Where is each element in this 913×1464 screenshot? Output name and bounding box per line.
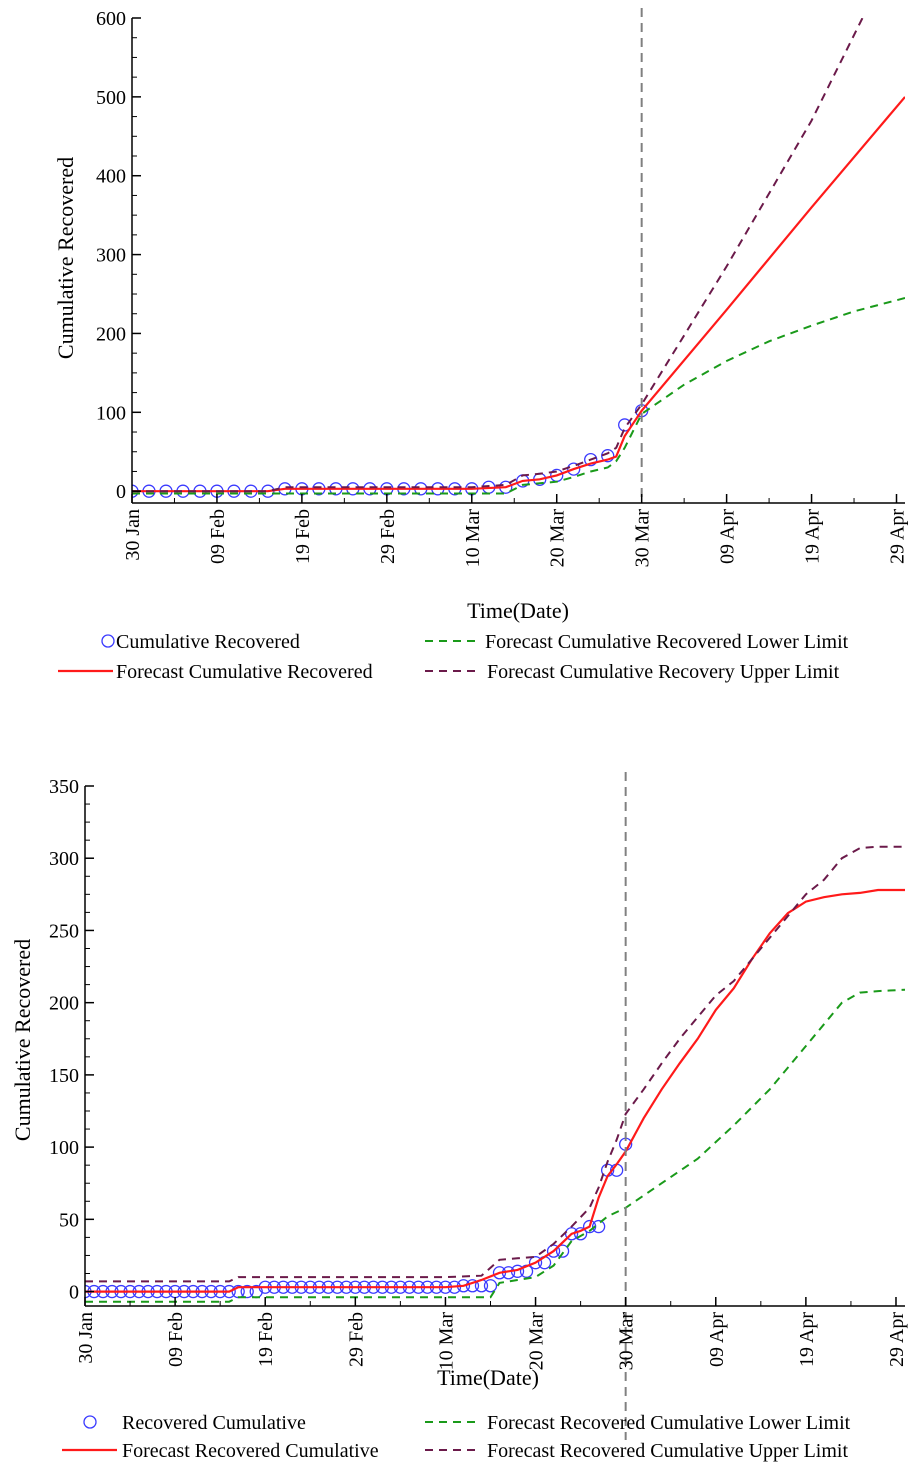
chart-2-y-tick-label: 200 bbox=[49, 993, 79, 1015]
chart-2-y-tick-label: 350 bbox=[49, 776, 79, 798]
chart-1-y-tick-label: 600 bbox=[96, 8, 126, 30]
chart-2-y-tick-label: 250 bbox=[49, 920, 79, 942]
chart-1-y-tick-label: 100 bbox=[96, 402, 126, 424]
chart-2-data-point bbox=[484, 1280, 496, 1292]
chart-1-x-tick-label: 29 Apr bbox=[887, 509, 909, 564]
chart-1: 0 100 200 300 400 500 600 30 Jan 09 Feb 19 Feb 29 … bbox=[53, 8, 909, 683]
chart-2-y-tick-label: 300 bbox=[49, 848, 79, 870]
chart-1-y-tick-label: 0 bbox=[116, 481, 126, 503]
chart-2-x-tick-label: 30 Jan bbox=[75, 1312, 97, 1364]
chart-1-x-tick-label: 09 Apr bbox=[717, 509, 739, 564]
chart-2-x-tick-label: 29 Apr bbox=[886, 1312, 908, 1367]
chart-2-x-tick-label: 30 Mar bbox=[616, 1312, 638, 1371]
chart-1-x-tick-label: 19 Apr bbox=[802, 509, 824, 564]
chart-1-red-solid-line bbox=[132, 97, 905, 491]
chart-1-legend-item: Cumulative Recovered bbox=[102, 631, 300, 653]
chart-2-green-dash-line bbox=[85, 990, 905, 1302]
chart-2-legend-label: Forecast Recovered Cumulative Lower Limi… bbox=[487, 1412, 851, 1434]
chart-2-legend-marker bbox=[84, 1416, 96, 1428]
chart-1-purple-dash-line bbox=[132, 18, 863, 491]
chart-2-legend-item: Recovered Cumulative bbox=[84, 1412, 306, 1434]
chart-1-legend-item: Forecast Cumulative Recovery Upper Limit bbox=[425, 661, 840, 683]
chart-2-x-tick-label: 29 Feb bbox=[345, 1312, 367, 1367]
chart-1-y-tick-label: 300 bbox=[96, 245, 126, 267]
chart-1-legend-label: Cumulative Recovered bbox=[116, 631, 300, 653]
chart-1-green-dash-line bbox=[132, 298, 905, 494]
chart-2-legend-label: Recovered Cumulative bbox=[122, 1412, 306, 1434]
chart-2-x-tick-label: 10 Mar bbox=[435, 1312, 457, 1371]
chart-1-legend-label: Forecast Cumulative Recovered Lower Limi… bbox=[485, 631, 849, 653]
chart-1-observed-points bbox=[126, 405, 648, 497]
chart-2-legend-label: Forecast Recovered Cumulative Upper Limi… bbox=[487, 1440, 848, 1462]
chart-2-x-tick-label: 19 Apr bbox=[796, 1312, 818, 1367]
chart-2-legend: Recovered Cumulative Forecast Recovered C… bbox=[62, 1412, 851, 1462]
chart-2-x-tick-label: 09 Apr bbox=[706, 1312, 728, 1367]
chart-2-purple-dash-line bbox=[85, 847, 905, 1282]
chart-2-red-solid-line bbox=[85, 890, 905, 1292]
chart-2-y-tick-label: 0 bbox=[69, 1282, 79, 1304]
chart-1-legend-marker bbox=[102, 635, 114, 647]
chart-1-y-tick-label: 200 bbox=[96, 323, 126, 345]
chart-2-legend-label: Forecast Recovered Cumulative bbox=[122, 1440, 379, 1462]
chart-2-x-tick-label: 09 Feb bbox=[165, 1312, 187, 1367]
chart-1-legend-label: Forecast Cumulative Recovery Upper Limit bbox=[487, 661, 840, 683]
chart-1-x-tick-label: 09 Feb bbox=[207, 509, 229, 564]
chart-1-y-axis-title: Cumulative Recovered bbox=[53, 157, 78, 359]
chart-1-legend-item: Forecast Cumulative Recovered bbox=[58, 661, 373, 683]
chart-2-observed-points bbox=[79, 1138, 632, 1297]
chart-2-x-tick-label: 19 Feb bbox=[255, 1312, 277, 1367]
chart-2-x-tick-label: 20 Mar bbox=[526, 1312, 548, 1371]
chart-2-y-axis-title: Cumulative Recovered bbox=[10, 939, 35, 1141]
chart-2: 0 50 100 150 200 250 300 350 30 Jan 09 Feb 19 Feb 2… bbox=[10, 772, 908, 1462]
chart-2-legend-item: Forecast Recovered Cumulative Upper Limi… bbox=[425, 1440, 848, 1462]
chart-1-x-tick-label: 20 Mar bbox=[547, 509, 569, 568]
chart-1-x-tick-label: 19 Feb bbox=[292, 509, 314, 564]
chart-1-legend-label: Forecast Cumulative Recovered bbox=[116, 661, 373, 683]
chart-1-legend-item: Forecast Cumulative Recovered Lower Limi… bbox=[425, 631, 849, 653]
chart-2-y-tick-label: 50 bbox=[59, 1209, 79, 1231]
chart-1-x-axis-title: Time(Date) bbox=[467, 598, 569, 623]
chart-2-x-axis-title: Time(Date) bbox=[437, 1365, 539, 1390]
chart-1-x-tick-label: 10 Mar bbox=[462, 509, 484, 568]
chart-1-y-tick-label: 500 bbox=[96, 87, 126, 109]
chart-2-legend-item: Forecast Recovered Cumulative bbox=[62, 1440, 379, 1462]
chart-1-x-tick-label: 30 Jan bbox=[122, 509, 144, 561]
chart-1-x-tick-label: 29 Feb bbox=[377, 509, 399, 564]
chart-2-y-tick-label: 100 bbox=[49, 1137, 79, 1159]
chart-1-y-tick-label: 400 bbox=[96, 166, 126, 188]
chart-1-x-tick-label: 30 Mar bbox=[632, 509, 654, 568]
chart-2-legend-item: Forecast Recovered Cumulative Lower Limi… bbox=[425, 1412, 851, 1434]
chart-2-y-tick-label: 150 bbox=[49, 1065, 79, 1087]
chart-1-legend: Cumulative Recovered Forecast Cumulative … bbox=[58, 631, 849, 683]
